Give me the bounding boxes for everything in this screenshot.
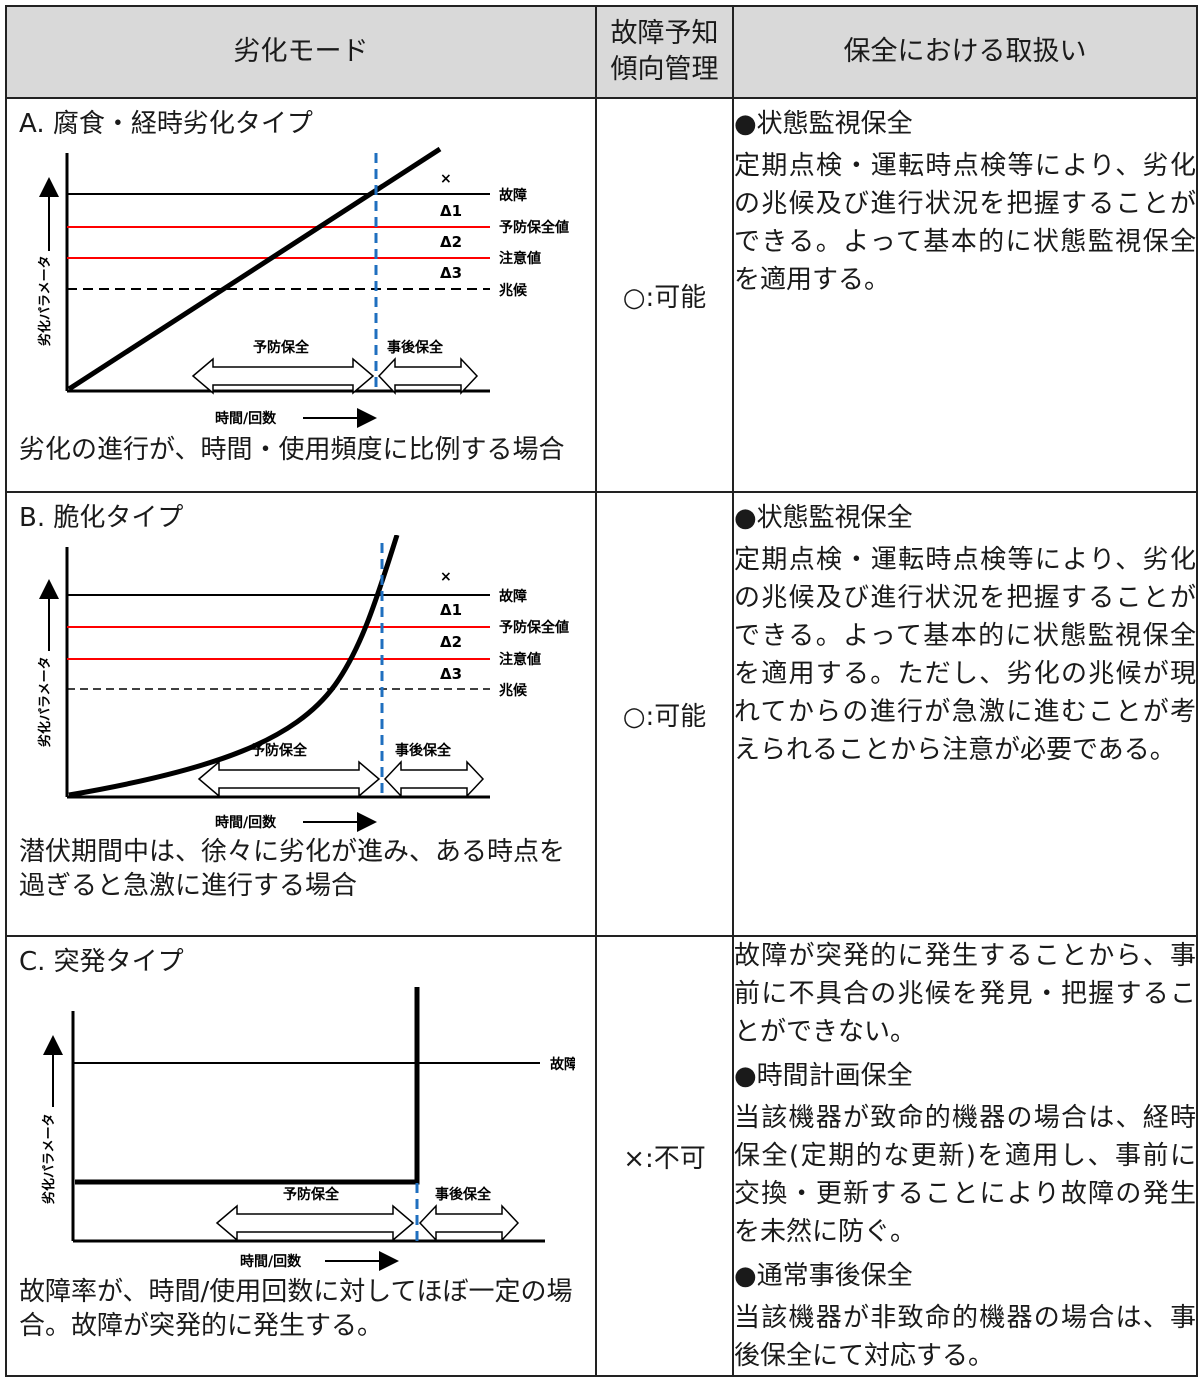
label-sign: 兆候 (499, 682, 528, 699)
zone-corrective-label: 事後保全 (387, 339, 444, 356)
step-line (75, 987, 420, 1185)
mark-d1: Δ1 (440, 601, 462, 619)
label-sign: 兆候 (499, 282, 528, 299)
table-row-b: B. 脆化タイプ 故障 予防保全値 注意値 兆候 × Δ1 Δ2 Δ3 劣化パラ… (5, 491, 1198, 937)
header-maintenance: 保全における取扱い (732, 5, 1198, 99)
mode-title-a: A. 腐食・経時劣化タイプ (19, 109, 313, 139)
y-axis-label: 劣化パラメータ (37, 255, 53, 346)
mode-caption-c: 故障率が、時間/使用回数に対してほぼ一定の場合。故障が突発的に発生する。 (19, 1277, 573, 1341)
mark-d3: Δ3 (440, 264, 462, 282)
zone-corrective-arrow (377, 357, 479, 395)
x-axis-label: 時間/回数 (215, 410, 277, 427)
maintenance-text: 定期点検・運転時点検等により、劣化の兆候及び進行状況を把握することができる。よっ… (734, 151, 1196, 295)
zone-preventive-label: 予防保全 (283, 1186, 340, 1203)
zone-corrective-arrow (418, 1204, 520, 1242)
x-axis-label: 時間/回数 (215, 814, 277, 831)
y-axis-label: 劣化パラメータ (41, 1113, 57, 1204)
maintenance-a: ●状態監視保全定期点検・運転時点検等により、劣化の兆候及び進行状況を把握すること… (732, 97, 1198, 493)
chart-b: 故障 予防保全値 注意値 兆候 × Δ1 Δ2 Δ3 劣化パラメータ 予防保全 … (37, 535, 569, 832)
zone-preventive-label: 予防保全 (253, 339, 310, 356)
maintenance-text: 定期点検・運転時点検等により、劣化の兆候及び進行状況を把握することができる。よっ… (734, 545, 1196, 765)
zone-corrective-label: 事後保全 (435, 1186, 492, 1203)
mark-d3: Δ3 (440, 665, 462, 683)
prediction-c: ×:不可 (595, 935, 734, 1377)
mode-cell-b: B. 脆化タイプ 故障 予防保全値 注意値 兆候 × Δ1 Δ2 Δ3 劣化パラ… (5, 491, 597, 937)
header-prediction: 故障予知 傾向管理 (595, 5, 734, 99)
mode-title-c: C. 突発タイプ (19, 947, 184, 977)
label-preventive: 予防保全値 (499, 219, 569, 236)
zone-corrective-label: 事後保全 (395, 742, 452, 759)
zone-preventive-arrow (191, 357, 375, 395)
mode-caption-a: 劣化の進行が、時間・使用頻度に比例する場合 (19, 435, 565, 465)
mark-d2: Δ2 (440, 633, 462, 651)
label-failure: 故障 (499, 187, 527, 204)
chart-a: 故障 予防保全値 注意値 兆候 × Δ1 Δ2 Δ3 劣化パラメータ 予防保全 … (37, 146, 569, 428)
prediction-b: ○:可能 (595, 491, 734, 937)
prediction-a: ○:可能 (595, 97, 734, 493)
mark-d1: Δ1 (440, 202, 462, 220)
mark-d2: Δ2 (440, 233, 462, 251)
label-caution: 注意値 (499, 651, 541, 668)
maintenance-text: 当該機器が非致命的機器の場合は、事後保全にて対応する。 (734, 1303, 1196, 1371)
zone-preventive-arrow (215, 1204, 415, 1242)
mode-cell-a: A. 腐食・経時劣化タイプ 故障 予防保全値 (5, 97, 597, 493)
label-failure: 故障 (550, 1056, 575, 1073)
maintenance-heading: ●通常事後保全 (734, 1261, 913, 1291)
x-axis-label: 時間/回数 (240, 1253, 302, 1270)
zone-corrective-arrow (383, 760, 485, 798)
mode-title-b: B. 脆化タイプ (19, 503, 184, 533)
header-mode: 劣化モード (5, 5, 597, 99)
maintenance-heading: ●状態監視保全 (734, 503, 913, 533)
maintenance-text: 当該機器が致命的機器の場合は、経時保全(定期的な更新)を適用し、事前に交換・更新… (734, 1103, 1196, 1247)
zone-preventive-label: 予防保全 (251, 742, 308, 759)
maintenance-b: ●状態監視保全定期点検・運転時点検等により、劣化の兆候及び進行状況を把握すること… (732, 491, 1198, 937)
maintenance-c: 故障が突発的に発生することから、事前に不具合の兆候を発見・把握することができない… (732, 935, 1198, 1377)
maintenance-text: 故障が突発的に発生することから、事前に不具合の兆候を発見・把握することができない… (734, 941, 1196, 1047)
header-row: 劣化モード 故障予知 傾向管理 保全における取扱い (5, 5, 1198, 99)
degradation-curve (68, 535, 400, 798)
label-failure: 故障 (499, 588, 527, 605)
degradation-line (67, 146, 442, 392)
zone-preventive-arrow (197, 760, 381, 798)
label-caution: 注意値 (499, 250, 541, 267)
maintenance-heading: ●状態監視保全 (734, 109, 913, 139)
mode-cell-c: C. 突発タイプ 故障 劣化パラメータ 予防保全 事後保全 時間/回数 故障率が… (5, 935, 597, 1377)
degradation-mode-table: 劣化モード 故障予知 傾向管理 保全における取扱い A. 腐食・経時劣化タイプ (5, 5, 1198, 1377)
y-axis-label: 劣化パラメータ (37, 656, 53, 747)
maintenance-heading: ●時間計画保全 (734, 1061, 913, 1091)
mode-caption-b: 潜伏期間中は、徐々に劣化が進み、ある時点を過ぎると急激に進行する場合 (19, 837, 566, 901)
table-row-a: A. 腐食・経時劣化タイプ 故障 予防保全値 (5, 97, 1198, 493)
mark-x: × (440, 569, 452, 585)
label-preventive: 予防保全値 (499, 619, 569, 636)
chart-c: 故障 劣化パラメータ 予防保全 事後保全 時間/回数 (41, 987, 575, 1271)
mark-x: × (440, 171, 452, 187)
table-row-c: C. 突発タイプ 故障 劣化パラメータ 予防保全 事後保全 時間/回数 故障率が… (5, 935, 1198, 1377)
